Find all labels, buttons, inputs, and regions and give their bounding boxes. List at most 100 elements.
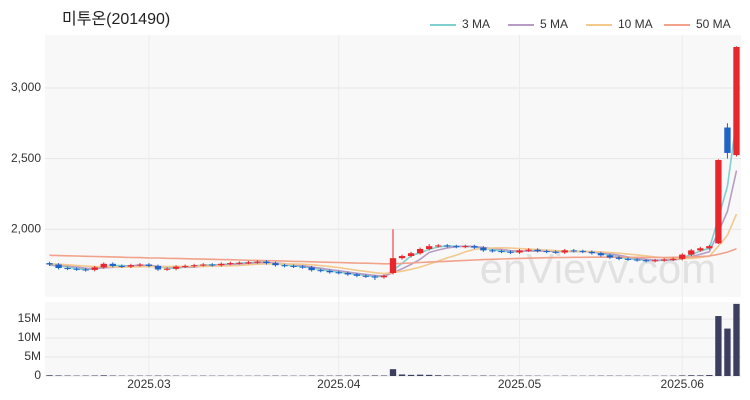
candle-body — [552, 251, 559, 253]
candle-body — [462, 246, 469, 248]
candle-body — [480, 247, 487, 251]
volume-bar — [425, 374, 433, 376]
candle-body — [263, 261, 270, 264]
candle-body — [525, 249, 532, 251]
candle-body — [543, 251, 550, 253]
volume-bar — [679, 375, 686, 376]
candle-body — [489, 250, 496, 252]
candle-body — [46, 263, 53, 265]
chart-title: 미투온(201490) — [62, 10, 170, 28]
candle-body — [353, 274, 361, 276]
candle-body — [579, 251, 586, 253]
candle-body — [82, 269, 89, 271]
y-tick-label: 5M — [24, 349, 41, 363]
candle-body — [706, 246, 713, 249]
candle-body — [181, 265, 189, 267]
candle-body — [498, 251, 505, 253]
candle-body — [209, 264, 216, 266]
candle-body — [633, 259, 641, 261]
candle-body — [254, 261, 261, 263]
volume-bar — [371, 375, 379, 376]
candle-body — [91, 267, 98, 270]
candle-body — [145, 264, 153, 266]
candle-body — [73, 268, 80, 270]
candle-body — [362, 275, 370, 277]
candle-body — [245, 262, 252, 264]
candle-body — [471, 246, 478, 248]
candle-body — [507, 251, 514, 253]
candle-body — [163, 268, 171, 270]
candle-body — [715, 159, 722, 244]
candle-body — [670, 258, 677, 260]
volume-bar — [733, 303, 740, 376]
legend-label: 3 MA — [462, 17, 490, 31]
candle-body — [416, 248, 424, 254]
candle-body — [615, 257, 623, 259]
candle-body — [733, 47, 740, 156]
candle-body — [335, 272, 342, 274]
volume-bar — [100, 375, 107, 376]
candle-body — [200, 264, 207, 266]
candle-body — [218, 263, 225, 266]
candle-body — [570, 250, 577, 252]
candle-body — [588, 251, 596, 254]
candle-body — [724, 127, 731, 153]
legend-label: 5 MA — [540, 17, 568, 31]
candle-body — [55, 264, 62, 269]
candle-body — [109, 263, 116, 266]
candle-body — [190, 265, 198, 267]
candle-body — [100, 263, 107, 268]
candle-body — [389, 258, 397, 273]
candle-body — [281, 265, 288, 267]
candle-body — [344, 272, 351, 275]
volume-bar — [407, 374, 415, 376]
candle-body — [272, 263, 279, 266]
volume-bar — [416, 374, 424, 376]
candle-body — [308, 267, 315, 271]
volume-bar — [697, 375, 704, 376]
candle-body — [679, 254, 686, 259]
y-tick-label: 15M — [18, 311, 41, 325]
candle-body — [661, 259, 668, 261]
candle-body — [154, 265, 162, 270]
y-tick-label: 2,500 — [11, 151, 41, 165]
candle-body — [118, 265, 125, 267]
volume-bar — [444, 375, 451, 376]
x-tick-label: 2025.03 — [127, 377, 171, 391]
candle-body — [435, 245, 442, 247]
candle-body — [398, 256, 406, 259]
candle-body — [127, 265, 135, 267]
volume-bar — [46, 375, 53, 376]
candle-body — [642, 260, 650, 262]
candle-body — [64, 268, 71, 270]
candle-body — [444, 245, 451, 247]
x-tick-label: 2025.04 — [317, 377, 361, 391]
volume-bar — [389, 369, 397, 376]
candle-body — [606, 255, 614, 258]
candle-body — [371, 276, 379, 278]
x-tick-label: 2025.05 — [498, 377, 542, 391]
candle-body — [697, 248, 704, 251]
x-tick-label: 2025.06 — [661, 377, 705, 391]
candle-body — [227, 263, 234, 265]
volume-panel — [45, 302, 741, 376]
volume-bar — [55, 375, 62, 376]
candle-body — [516, 250, 523, 253]
legend-label: 50 MA — [696, 17, 731, 31]
y-tick-label: 2,000 — [11, 221, 41, 235]
candle-body — [172, 266, 180, 269]
volume-bar — [435, 375, 442, 376]
candle-body — [688, 250, 695, 255]
volume-bar — [706, 375, 713, 376]
candle-body — [136, 264, 144, 266]
candle-body — [624, 258, 632, 260]
candle-body — [380, 275, 388, 278]
candle-body — [597, 253, 605, 256]
volume-bar — [724, 328, 731, 376]
candle-body — [561, 250, 568, 253]
candle-body — [453, 246, 460, 248]
y-tick-label: 0 — [34, 368, 41, 382]
candle-body — [299, 266, 306, 268]
candle-body — [317, 270, 324, 272]
